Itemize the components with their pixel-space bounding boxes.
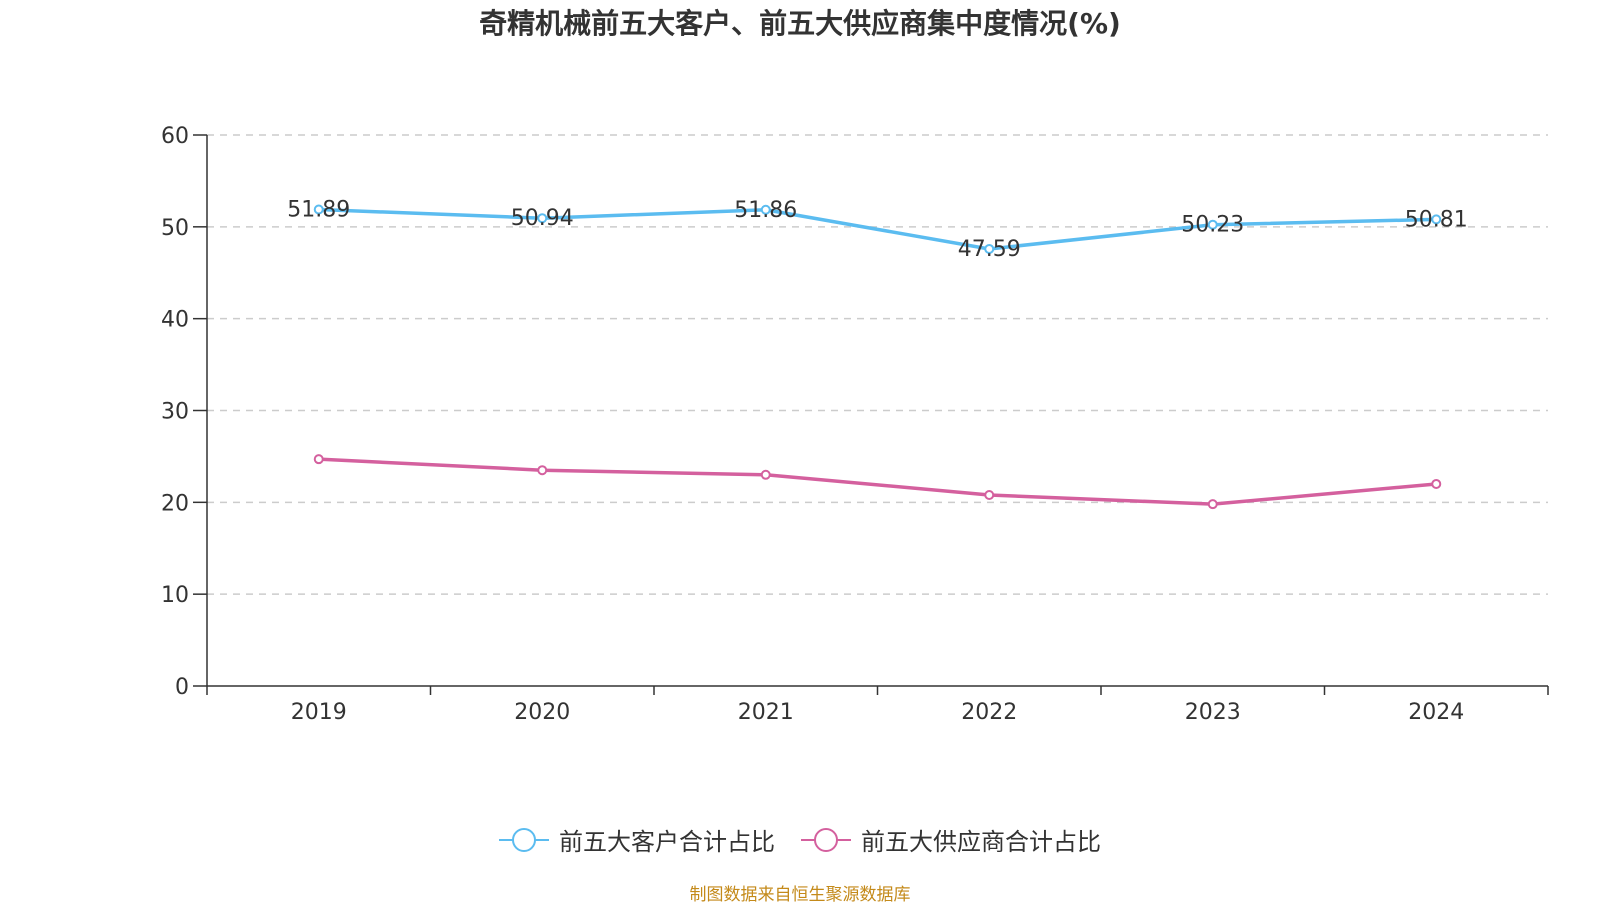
y-tick-label: 60: [161, 124, 189, 149]
x-tick-label: 2022: [961, 700, 1017, 725]
chart-legend: 前五大客户合计占比 前五大供应商合计占比: [0, 822, 1600, 857]
data-point: [760, 204, 771, 215]
data-point: [1431, 214, 1442, 225]
y-tick-label: 0: [175, 675, 189, 700]
x-tick-label: 2021: [738, 700, 794, 725]
data-point: [984, 489, 995, 500]
series-line-2: [318, 457, 1437, 506]
legend-marker-customers: [499, 827, 549, 852]
data-label: 51.89: [287, 197, 350, 222]
data-point: [984, 243, 995, 254]
legend-marker-suppliers: [801, 827, 851, 852]
y-tick-label: 10: [161, 583, 189, 608]
data-point: [313, 204, 324, 215]
data-point: [1431, 478, 1442, 489]
legend-label-customers: 前五大客户合计占比: [559, 828, 775, 856]
data-label: 50.94: [511, 206, 574, 231]
source-note: 制图数据来自恒生聚源数据库: [689, 885, 911, 905]
data-point: [760, 469, 771, 480]
legend-item-customers[interactable]: 前五大客户合计占比: [499, 822, 775, 857]
series-line-1: [318, 207, 1437, 251]
y-tick-label: 40: [161, 308, 189, 333]
x-tick-label: 2024: [1408, 700, 1464, 725]
chart-title: 奇精机械前五大客户、前五大供应商集中度情况(%): [479, 7, 1121, 40]
x-tick-label: 2023: [1185, 700, 1241, 725]
y-tick-label: 20: [161, 491, 189, 516]
y-tick-label: 50: [161, 216, 189, 241]
x-tick-label: 2019: [291, 700, 347, 725]
data-label: 47.59: [958, 237, 1021, 262]
data-point: [1207, 219, 1218, 230]
data-label: 50.23: [1181, 213, 1244, 238]
data-label: 50.81: [1405, 207, 1468, 232]
legend-label-suppliers: 前五大供应商合计占比: [861, 828, 1101, 856]
data-label: 51.86: [734, 198, 797, 223]
data-point: [313, 454, 324, 465]
legend-item-suppliers[interactable]: 前五大供应商合计占比: [801, 822, 1101, 857]
data-point: [1207, 499, 1218, 510]
x-tick-label: 2020: [514, 700, 570, 725]
data-point: [537, 465, 548, 476]
y-tick-label: 30: [161, 400, 189, 425]
data-point: [537, 213, 548, 224]
